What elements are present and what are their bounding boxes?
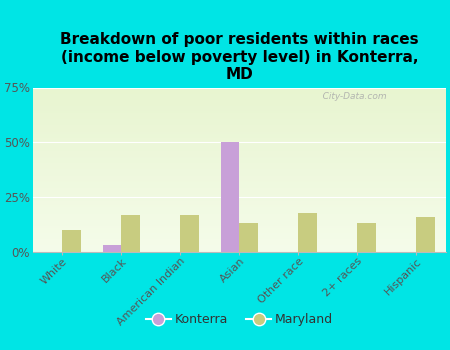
Title: Breakdown of poor residents within races
(income below poverty level) in Konterr: Breakdown of poor residents within races… bbox=[60, 32, 419, 82]
Bar bbox=[180, 215, 199, 252]
Bar bbox=[220, 142, 239, 252]
Legend: Konterra, Maryland: Konterra, Maryland bbox=[140, 308, 338, 331]
Bar bbox=[122, 215, 140, 252]
Bar bbox=[103, 245, 122, 252]
Bar bbox=[298, 212, 317, 252]
Bar bbox=[63, 230, 81, 252]
Bar bbox=[239, 224, 258, 252]
Bar bbox=[416, 217, 435, 252]
Bar bbox=[357, 224, 376, 252]
Text: City-Data.com: City-Data.com bbox=[314, 92, 387, 102]
